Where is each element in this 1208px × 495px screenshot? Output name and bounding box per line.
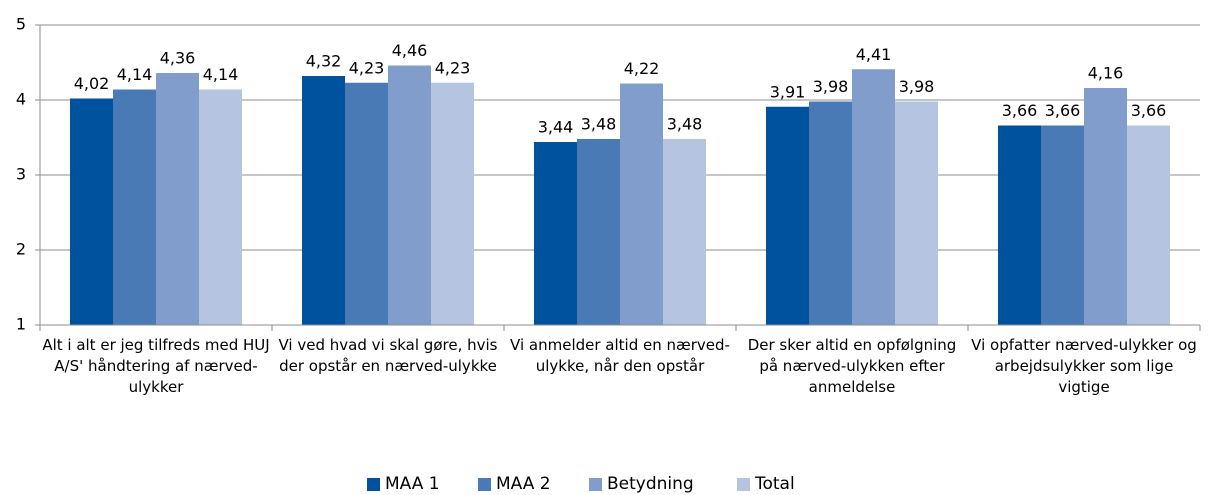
value-label: 3,48 [667, 115, 703, 134]
legend-item: MAA 1 [367, 474, 440, 494]
x-tick-label: Der sker altid en opfølgning på nærved-u… [747, 336, 957, 396]
y-tick-label: 4 [16, 90, 26, 109]
y-tick-label: 5 [16, 15, 26, 34]
legend-swatch [367, 477, 380, 491]
legend-item: MAA 2 [478, 474, 551, 494]
legend-label: MAA 1 [385, 474, 440, 494]
value-label: 4,22 [624, 59, 660, 78]
y-tick-label: 2 [16, 240, 26, 259]
value-label: 4,23 [349, 58, 385, 77]
value-label: 3,98 [813, 77, 849, 96]
bar [1084, 88, 1127, 325]
bar [998, 125, 1041, 325]
legend-label: Total [755, 474, 795, 494]
value-label: 3,98 [899, 77, 935, 96]
legend-label: Betydning [607, 474, 694, 494]
value-label: 4,02 [74, 74, 110, 93]
legend-swatch [478, 477, 491, 491]
x-tick-label: Alt i alt er jeg tilfreds med HUJ A/S' h… [42, 336, 270, 396]
y-tick-label: 1 [16, 315, 26, 334]
bar [766, 106, 809, 325]
x-tick-label: Vi opfatter nærved-ulykker og arbejdsuly… [971, 336, 1197, 396]
bar [302, 76, 345, 325]
y-tick-label: 3 [16, 165, 26, 184]
x-tick-label: Vi ved hvad vi skal gøre, hvis der opstå… [278, 336, 498, 375]
value-label: 4,23 [435, 58, 471, 77]
value-label: 3,91 [770, 82, 806, 101]
bar [895, 101, 938, 325]
bar [156, 73, 199, 325]
value-label: 3,66 [1002, 101, 1038, 120]
legend-item: Total [737, 474, 795, 494]
bar [852, 69, 895, 325]
value-label: 4,36 [160, 49, 196, 68]
value-label: 4,14 [203, 65, 239, 84]
legend-item: Betydning [589, 474, 694, 494]
value-label: 3,66 [1131, 101, 1167, 120]
value-label: 4,16 [1088, 64, 1124, 83]
bar [388, 65, 431, 325]
bar [345, 82, 388, 325]
bar [663, 139, 706, 325]
bar [534, 142, 577, 325]
bar [1127, 125, 1170, 325]
value-label: 3,48 [581, 115, 617, 134]
value-label: 4,41 [856, 45, 892, 64]
legend-swatch [737, 477, 750, 491]
bar [620, 83, 663, 325]
legend-label: MAA 2 [496, 474, 551, 494]
value-label: 4,14 [117, 65, 153, 84]
value-label: 4,46 [392, 41, 428, 60]
bar [113, 89, 156, 325]
bar [577, 139, 620, 325]
bar [431, 82, 474, 325]
legend-swatch [589, 477, 602, 491]
bar [70, 98, 113, 325]
value-label: 4,32 [306, 52, 342, 71]
bar [809, 101, 852, 325]
value-label: 3,44 [538, 118, 574, 137]
bar [199, 89, 242, 325]
x-tick-label: Vi anmelder altid en nærved-ulykke, når … [510, 336, 730, 375]
bar [1041, 125, 1084, 325]
value-label: 3,66 [1045, 101, 1081, 120]
